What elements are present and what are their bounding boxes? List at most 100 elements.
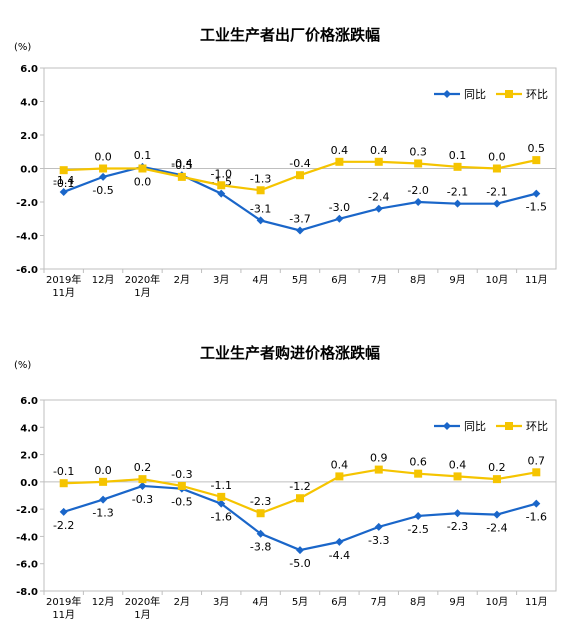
data-point [59,166,68,175]
x-tick-label: 11月 [525,596,548,608]
x-tick-label: 11月 [52,287,75,299]
data-point [59,507,68,516]
data-label: -3.8 [250,541,271,554]
x-tick-label: 5月 [292,274,308,286]
x-tick-label: 2019年 [46,273,81,286]
data-point [532,499,541,508]
data-point [138,475,147,484]
data-point [256,186,265,195]
data-point [374,465,383,474]
data-label: 0.2 [488,461,506,474]
data-label: -3.0 [329,201,350,214]
data-label: -2.3 [447,520,468,533]
x-tick-label: 11月 [525,274,548,286]
data-label: -0.5 [92,184,113,197]
data-label: -0.1 [53,177,74,190]
data-point [532,468,541,477]
y-tick-label: 6.0 [20,396,38,407]
data-label: -2.4 [368,191,389,204]
data-label: 0.3 [409,145,427,158]
data-label: 0.6 [409,456,427,469]
data-label: 0.4 [331,144,349,157]
data-label: -2.1 [486,186,507,199]
data-point [492,475,501,484]
x-tick-label: 10月 [486,596,509,608]
y-tick-label: 0.0 [20,165,38,176]
legend-label: 环比 [526,420,548,433]
data-point [532,189,541,198]
data-label: -1.0 [210,167,231,180]
y-tick-label: 4.0 [20,98,38,109]
data-point [414,511,423,520]
data-label: -0.4 [289,157,310,170]
data-label: -0.3 [171,468,192,481]
data-label: -3.1 [250,202,271,215]
data-label: -5.0 [289,557,310,570]
y-tick-label: -2.0 [16,198,38,209]
data-point [217,181,226,190]
data-label: -0.5 [171,496,192,509]
x-tick-label: 3月 [213,274,229,286]
data-point [217,492,226,501]
data-point [296,546,304,555]
legend-marker [443,422,451,430]
data-point [335,472,344,481]
data-label: -1.3 [250,172,271,185]
x-tick-label: 9月 [449,274,465,286]
data-point [138,164,147,173]
data-point [374,157,383,166]
x-tick-label: 11月 [52,609,75,621]
x-tick-label: 1月 [134,609,150,621]
x-tick-label: 2020年 [125,595,160,608]
data-point [414,198,423,206]
legend-marker [443,90,451,98]
y-tick-label: 2.0 [20,131,38,142]
x-tick-label: 9月 [449,596,465,608]
y-tick-label: 2.0 [20,451,38,462]
x-tick-label: 3月 [213,596,229,608]
data-point [453,472,462,481]
x-tick-label: 6月 [331,274,347,286]
data-label: -0.4 [171,157,192,170]
data-label: -3.7 [289,212,310,225]
data-label: -2.4 [486,522,507,535]
y-tick-label: -6.0 [16,560,38,571]
chart-1-unit: (%) [14,42,32,53]
data-label: -1.2 [289,480,310,493]
data-point [99,477,108,486]
data-label: -0.3 [132,493,153,506]
x-tick-label: 12月 [92,274,115,286]
plot-frame [43,399,557,592]
y-tick-label: 6.0 [20,64,38,75]
data-point [414,469,423,478]
x-tick-label: 12月 [92,596,115,608]
x-tick-label: 4月 [252,596,268,608]
data-point [296,171,304,180]
data-point [296,226,304,235]
chart-2: 工业生产者购进价格涨跌幅 (%) -8.0 -6.0 -4.0 -2.0 0.0 2.0 4… [0,318,580,636]
x-tick-label: 7月 [371,596,387,608]
chart-2-unit: (%) [14,360,32,371]
data-label: 0.1 [449,149,467,162]
data-label: 0.0 [134,176,152,189]
data-point [453,162,462,171]
data-point [374,522,383,531]
data-label: -3.3 [368,534,389,547]
y-tick-label: 4.0 [20,423,38,434]
x-tick-label: 2月 [174,596,190,608]
y-tick-label: -2.0 [16,505,38,516]
x-tick-label: 1月 [134,287,150,299]
data-label: -1.3 [92,507,113,520]
data-label: 0.1 [134,149,152,162]
x-tick-label: 8月 [410,596,426,608]
x-tick-label: 6月 [331,596,347,608]
data-label: 0.5 [528,142,546,155]
x-tick-label: 2月 [174,274,190,286]
data-point [59,187,68,196]
x-tick-label: 4月 [252,274,268,286]
data-label: -2.0 [407,184,428,197]
x-tick-label: 2020年 [125,273,160,286]
chart-1-title: 工业生产者出厂价格涨跌幅 [199,26,380,44]
data-point [256,529,265,538]
